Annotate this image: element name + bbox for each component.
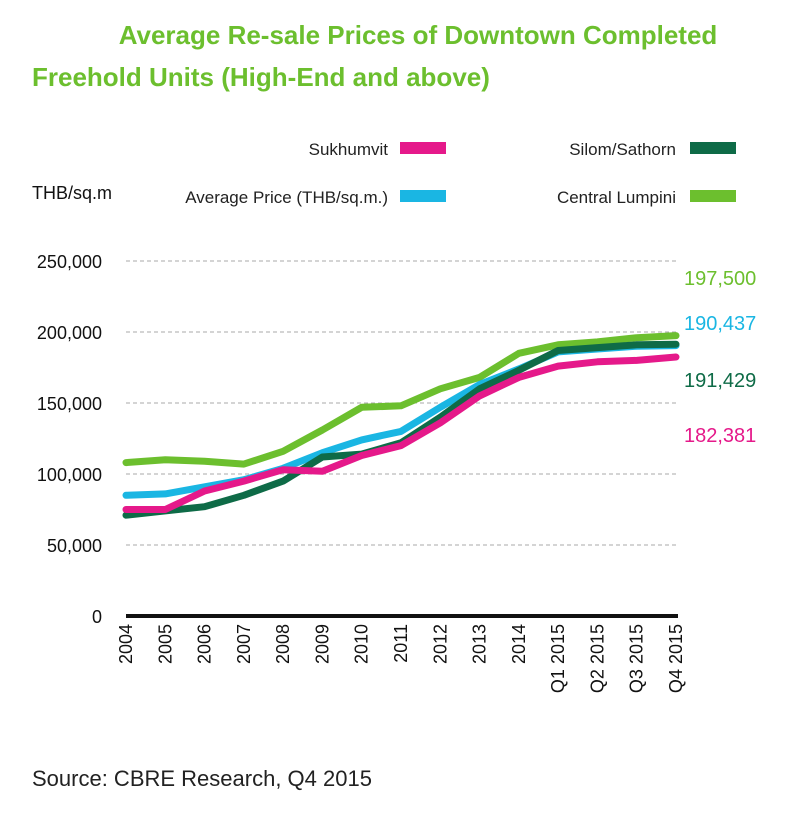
gridlines bbox=[126, 260, 678, 618]
series-line bbox=[122, 342, 680, 499]
legend-swatch bbox=[690, 142, 736, 154]
chart-title-line2: Freehold Units (High-End and above) bbox=[32, 62, 490, 92]
x-tick-label: 2007 bbox=[234, 624, 254, 664]
y-tick-label: 250,000 bbox=[37, 252, 102, 272]
x-tick-label: Q1 2015 bbox=[548, 624, 568, 693]
x-tick-label: 2012 bbox=[430, 624, 450, 664]
y-tick-label: 100,000 bbox=[37, 465, 102, 485]
y-tick-label: 50,000 bbox=[47, 536, 102, 556]
legend-label: Sukhumvit bbox=[309, 140, 389, 159]
y-tick-label: 200,000 bbox=[37, 323, 102, 343]
x-tick-label: 2011 bbox=[391, 624, 411, 663]
source-note: Source: CBRE Research, Q4 2015 bbox=[32, 766, 372, 791]
x-tick-label: Q3 2015 bbox=[627, 624, 647, 693]
legend-swatch bbox=[400, 142, 446, 154]
x-tick-label: Q2 2015 bbox=[587, 624, 607, 693]
x-tick-label: 2009 bbox=[312, 624, 332, 664]
legend-label: Average Price (THB/sq.m.) bbox=[185, 188, 388, 207]
x-tick-label: 2014 bbox=[509, 624, 529, 664]
x-tick-label: 2004 bbox=[116, 624, 136, 664]
chart-title-line1: Average Re-sale Prices of Downtown Compl… bbox=[119, 20, 718, 50]
y-tick-label: 0 bbox=[92, 607, 102, 627]
x-tick-label: 2010 bbox=[352, 624, 372, 664]
end-labels: 197,500 190,437 191,429 182,381 bbox=[684, 268, 756, 447]
series-lines bbox=[122, 332, 680, 519]
x-tick-label: 2005 bbox=[155, 624, 175, 664]
legend-label: Central Lumpini bbox=[557, 188, 676, 207]
x-tick-label: 2013 bbox=[470, 624, 490, 664]
end-value-label: 190,437 bbox=[684, 313, 756, 335]
x-tick-label: Q4 2015 bbox=[666, 624, 686, 693]
series-line bbox=[122, 353, 680, 513]
legend-label: Silom/Sathorn bbox=[569, 140, 676, 159]
end-value-label: 197,500 bbox=[684, 268, 756, 290]
end-value-label: 191,429 bbox=[684, 370, 756, 392]
x-tick-label: 2008 bbox=[273, 624, 293, 664]
legend-swatch bbox=[400, 190, 446, 202]
y-tick-label: 150,000 bbox=[37, 394, 102, 414]
x-tick-label: 2006 bbox=[195, 624, 215, 664]
x-axis-ticks: 2004 2005 2006 2007 2008 2009 2010 2011 2012 2013… bbox=[116, 624, 686, 693]
y-axis-ticks: 0 50,000 100,000 150,000 200,000 250,000 bbox=[37, 252, 102, 627]
legend-swatch bbox=[690, 190, 736, 202]
legend: Central Lumpini Average Price (THB/sq.m.)… bbox=[185, 140, 736, 207]
series-line bbox=[122, 332, 680, 468]
y-axis-label: THB/sq.m bbox=[32, 183, 112, 203]
end-value-label: 182,381 bbox=[684, 425, 756, 447]
